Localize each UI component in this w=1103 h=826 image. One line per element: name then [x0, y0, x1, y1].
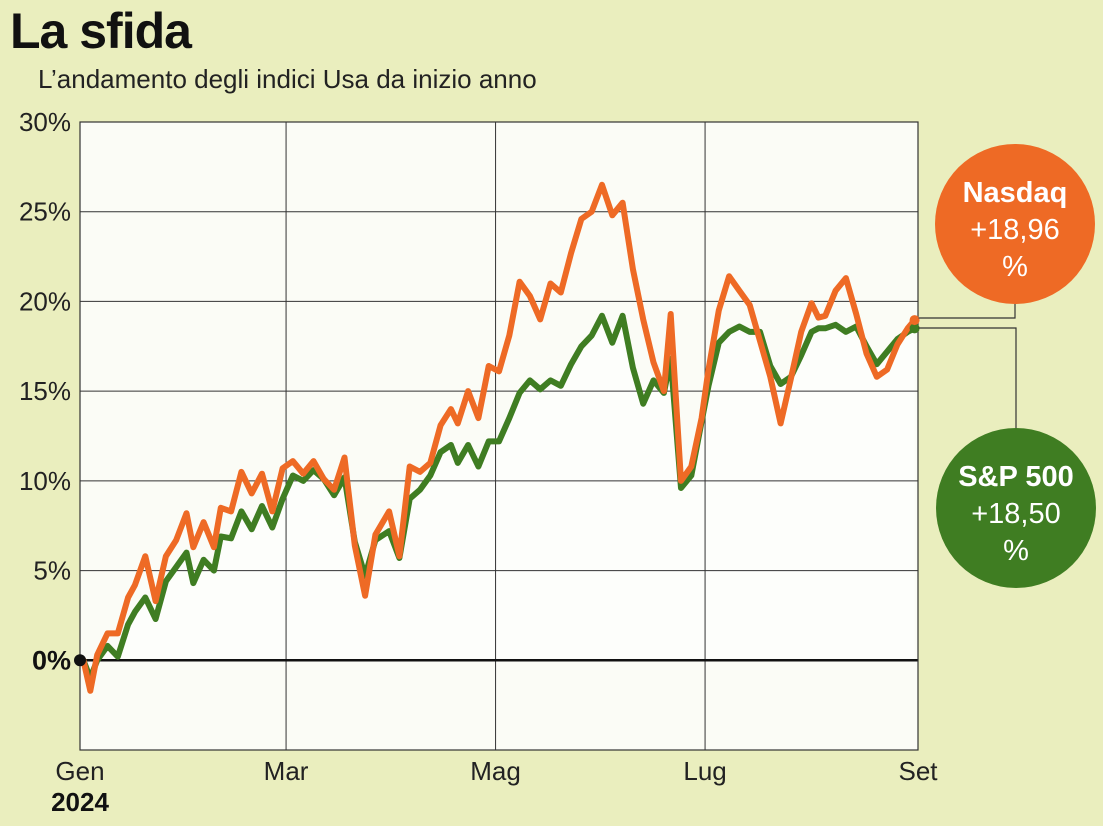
nasdaq-badge-unit: %	[1002, 251, 1028, 283]
nasdaq-connector	[918, 300, 1016, 319]
sp500-badge-name: S&P 500	[958, 461, 1074, 493]
chart-title: La sfida	[10, 3, 192, 59]
series-line-nasdaq	[80, 181, 918, 694]
x-tick-label: Mag	[470, 756, 521, 786]
y-tick-label: 25%	[19, 197, 71, 227]
y-tick-label: 30%	[19, 107, 71, 137]
sp500-badge-value: +18,50	[971, 498, 1061, 530]
plot-frame	[79, 121, 919, 751]
nasdaq-badge	[935, 144, 1095, 304]
y-tick-label: 10%	[19, 466, 71, 496]
y-tick-label: 15%	[19, 376, 71, 406]
y-tick-label: 0%	[32, 645, 71, 675]
nasdaq-badge-name: Nasdaq	[963, 177, 1068, 209]
sp500-connector	[918, 327, 1017, 440]
x-tick-label: Gen	[55, 756, 104, 786]
origin-point	[74, 654, 86, 667]
sp500-badge-unit: %	[1003, 535, 1029, 567]
y-tick-label: 20%	[19, 286, 71, 316]
x-year-label: 2024	[51, 787, 109, 817]
sp500-end-point	[909, 323, 920, 334]
x-tick-label: Set	[898, 756, 938, 786]
x-tick-label: Mar	[264, 756, 309, 786]
x-tick-label: Lug	[683, 756, 726, 786]
nasdaq-end-point	[909, 315, 920, 326]
nasdaq-badge-value: +18,96	[970, 214, 1060, 246]
sp500-badge	[936, 428, 1096, 588]
chart-subtitle: L’andamento degli indici Usa da inizio a…	[38, 64, 537, 94]
y-tick-label: 5%	[33, 556, 71, 586]
series-line-sp500	[80, 312, 918, 682]
